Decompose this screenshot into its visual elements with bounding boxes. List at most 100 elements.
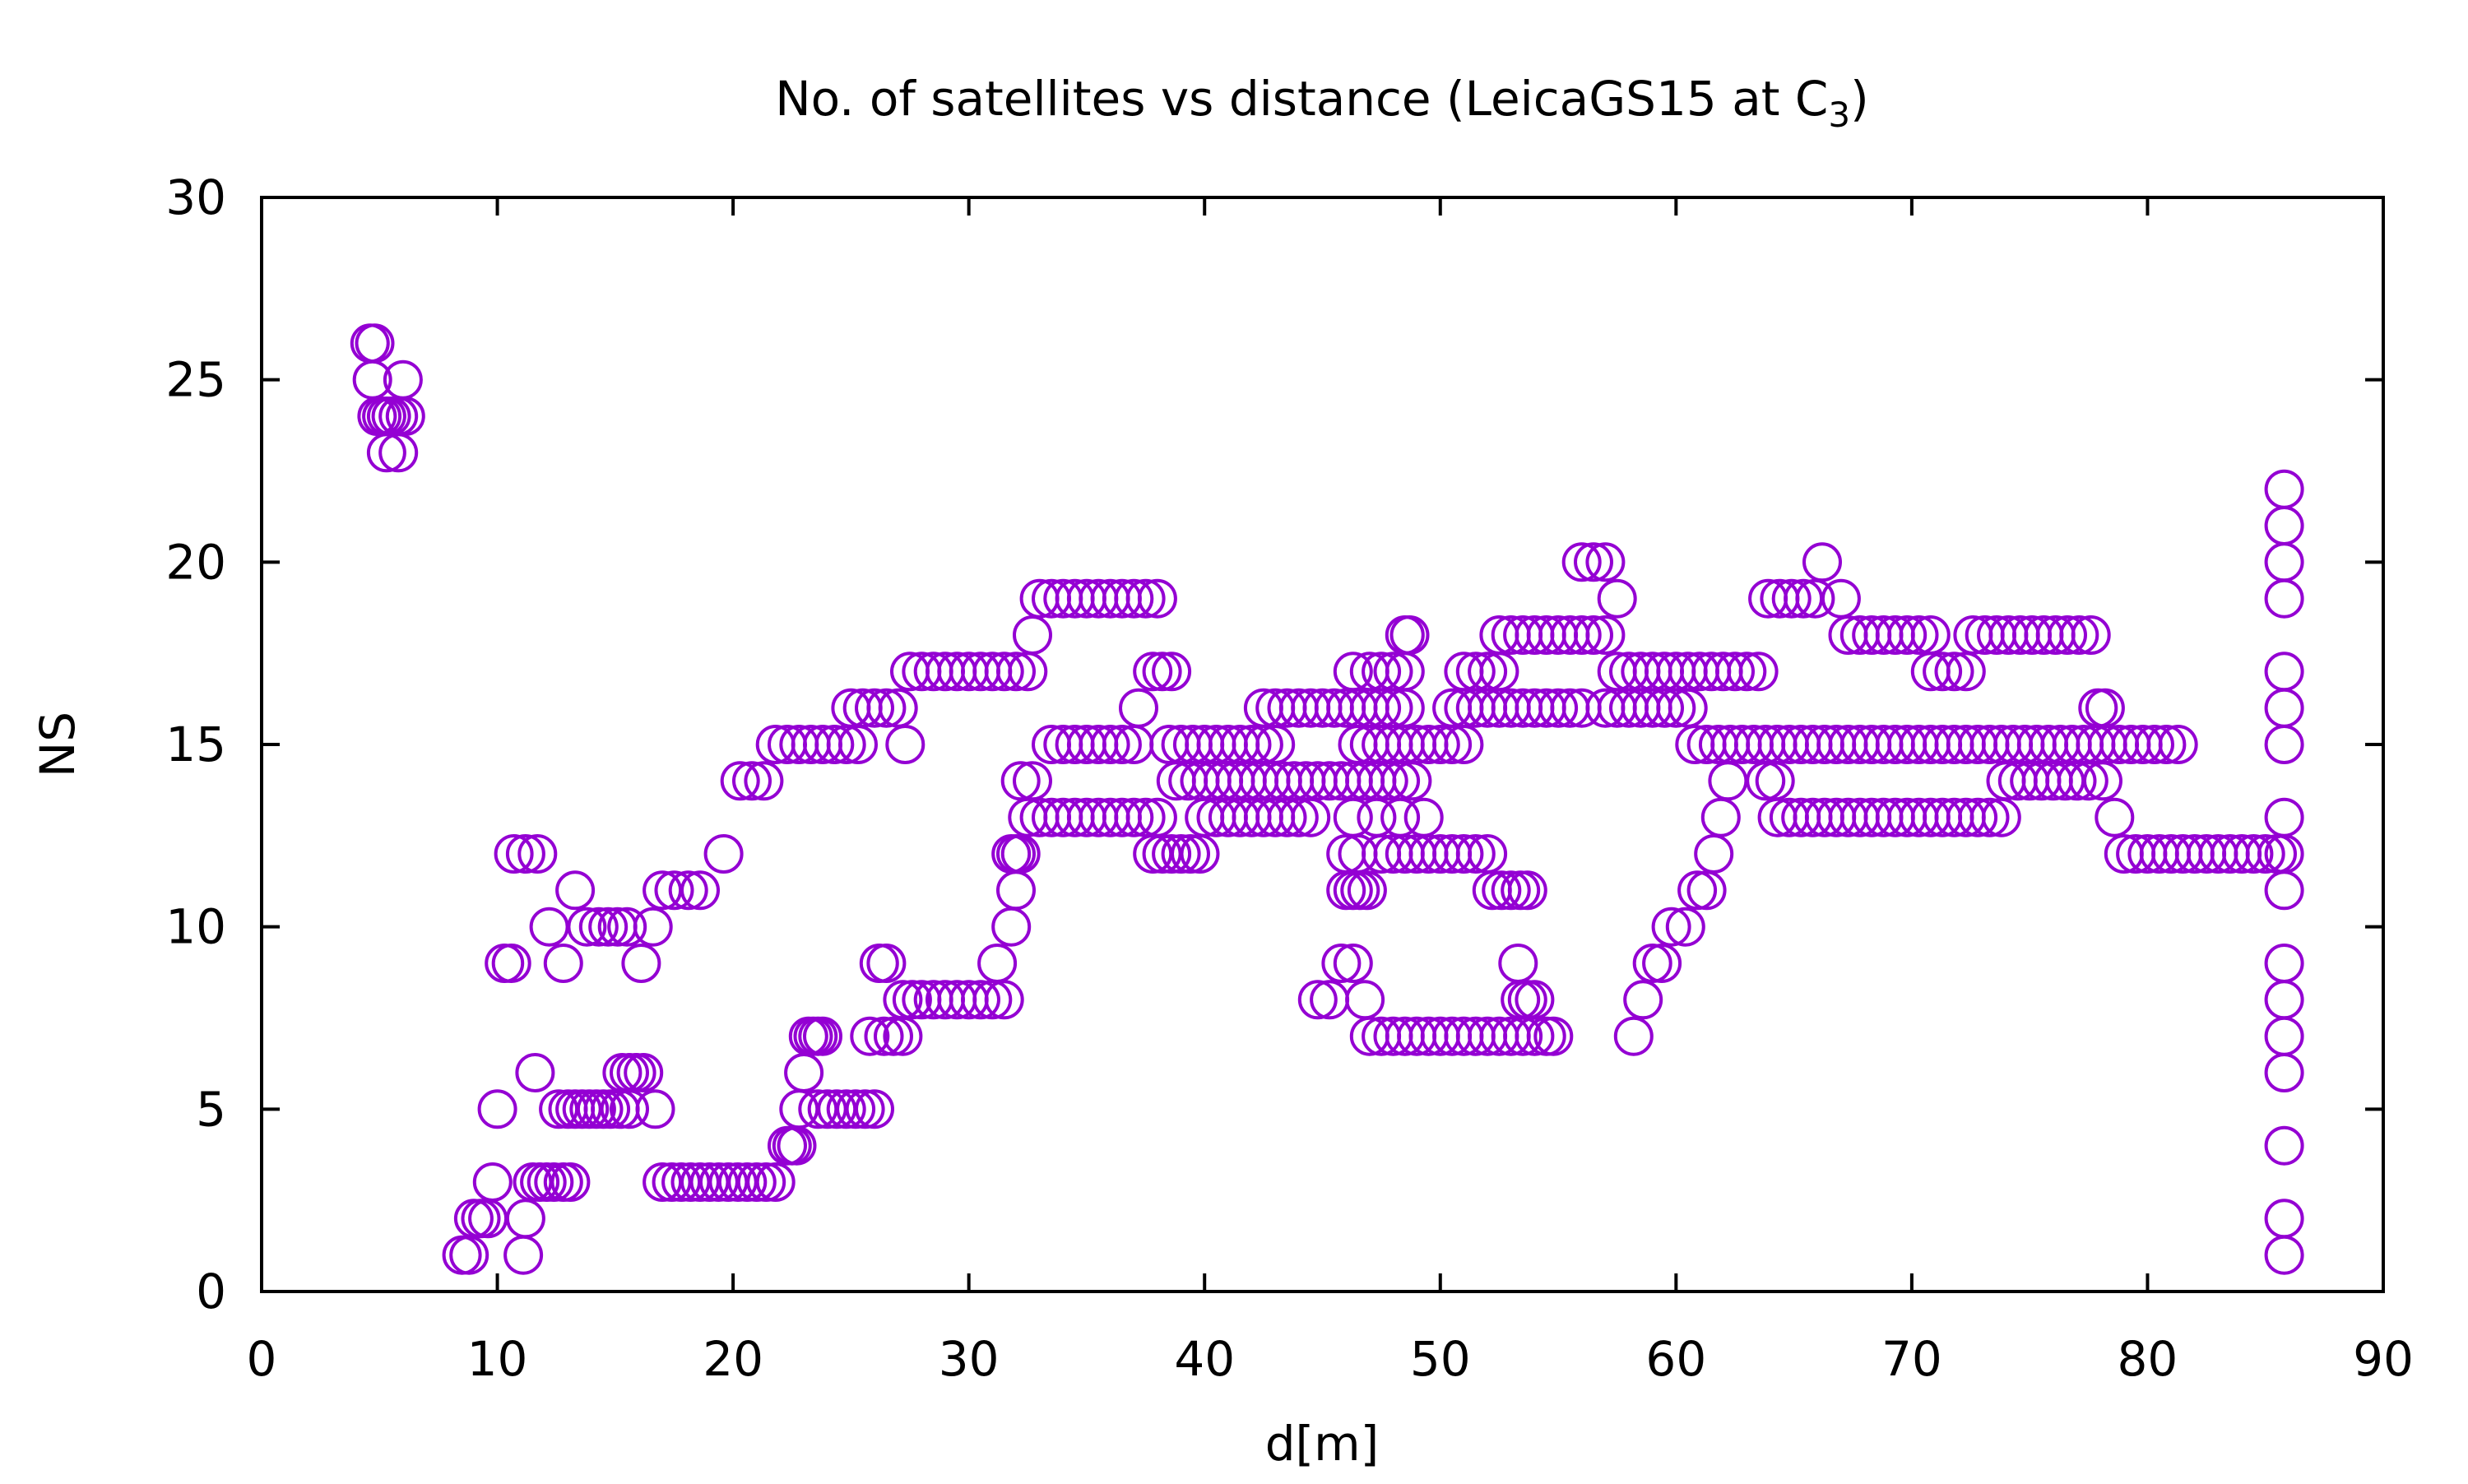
data-point — [1802, 542, 1842, 582]
data-point — [591, 1089, 631, 1129]
y-tick-label: 30 — [165, 169, 226, 225]
data-point — [2234, 834, 2274, 874]
chart-title-subscript: 3 — [1828, 95, 1850, 135]
data-point — [866, 944, 907, 983]
data-point — [529, 907, 569, 947]
data-point — [1152, 652, 1192, 692]
data-point — [1507, 870, 1547, 911]
data-point — [1651, 907, 1691, 947]
data-point — [855, 688, 894, 728]
x-tick-label: 70 — [1881, 1331, 1942, 1387]
data-point — [885, 725, 926, 764]
x-tick-label: 80 — [2118, 1331, 2178, 1387]
data-point — [1013, 615, 1052, 655]
data-point — [1585, 542, 1626, 582]
x-tick-label: 20 — [703, 1331, 763, 1387]
data-point — [1574, 542, 1613, 582]
data-point — [2264, 797, 2304, 837]
data-point — [1133, 652, 1173, 692]
chart-title-main: No. of satellites vs distance (LeicaGS15… — [775, 71, 1828, 127]
data-point — [883, 980, 923, 1020]
data-point — [845, 1089, 885, 1129]
data-point — [736, 1162, 777, 1202]
y-tick-label: 25 — [165, 352, 226, 408]
data-point — [1958, 797, 1998, 837]
data-point — [2264, 980, 2304, 1020]
data-point — [2264, 688, 2304, 728]
y-tick-label: 15 — [165, 716, 226, 772]
data-point — [635, 1089, 675, 1129]
data-point — [515, 1053, 555, 1092]
data-point — [1137, 578, 1177, 619]
data-point — [814, 725, 855, 764]
data-point — [826, 1089, 866, 1129]
data-point — [746, 1162, 786, 1202]
data-point — [1585, 615, 1626, 655]
data-point — [1746, 761, 1786, 801]
data-point — [1321, 944, 1362, 983]
data-point — [517, 834, 558, 874]
data-point — [621, 944, 661, 983]
data-point — [1738, 652, 1779, 692]
x-tick-label: 10 — [467, 1331, 528, 1387]
x-tick-label: 90 — [2353, 1331, 2414, 1387]
data-point — [1420, 725, 1460, 764]
data-point — [1119, 688, 1158, 728]
data-point — [784, 1053, 824, 1092]
y-axis-label: NS — [30, 712, 86, 777]
data-point — [2085, 688, 2125, 728]
data-point — [1561, 542, 1602, 582]
data-point — [555, 870, 596, 911]
data-point — [1152, 834, 1192, 874]
data-point — [1515, 980, 1555, 1020]
data-point — [505, 1199, 545, 1239]
data-point — [2071, 615, 2111, 655]
data-point — [588, 907, 629, 947]
y-tick-label: 0 — [196, 1264, 226, 1319]
data-point — [1278, 797, 1319, 837]
data-point — [2264, 1053, 2304, 1092]
data-point — [996, 652, 1036, 692]
data-point — [1677, 870, 1718, 911]
data-point — [1161, 834, 1201, 874]
data-point — [378, 433, 419, 473]
x-tick-label: 0 — [247, 1331, 277, 1387]
data-point — [505, 834, 545, 874]
data-point — [1821, 578, 1861, 619]
data-point — [1969, 797, 2010, 837]
data-point — [703, 834, 744, 874]
data-point — [2059, 615, 2099, 655]
data-point — [2135, 725, 2174, 764]
data-point — [1403, 797, 1444, 837]
data-point — [1333, 652, 1373, 692]
data-point — [1291, 797, 1331, 837]
data-point — [578, 907, 619, 947]
data-point — [991, 907, 1032, 947]
data-point — [850, 1016, 890, 1056]
data-point — [855, 1089, 894, 1129]
data-point — [2083, 761, 2122, 801]
data-point — [477, 1089, 517, 1129]
data-point — [1345, 980, 1385, 1020]
data-point — [2057, 761, 2097, 801]
data-point — [864, 1016, 904, 1056]
data-point — [2068, 761, 2108, 801]
data-point — [1333, 944, 1373, 983]
data-point — [1597, 578, 1637, 619]
data-point — [2264, 1125, 2304, 1166]
data-point — [744, 761, 784, 801]
data-point — [1887, 615, 1928, 655]
data-point — [607, 907, 647, 947]
data-point — [1297, 980, 1338, 1020]
axes: 0 10 20 30 40 50 60 70 80 90 0 5 10 15 20 25 30 — [165, 169, 2414, 1387]
data-point — [1444, 834, 1484, 874]
x-tick-label: 30 — [939, 1331, 1000, 1387]
data-point — [1715, 652, 1755, 692]
data-point — [1468, 652, 1508, 692]
chart-title: No. of satellites vs distance (LeicaGS15… — [775, 71, 1869, 135]
data-point — [543, 944, 583, 983]
data-point — [668, 870, 708, 911]
data-point — [1771, 578, 1812, 619]
